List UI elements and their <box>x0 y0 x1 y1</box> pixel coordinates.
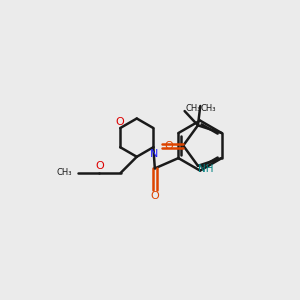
Text: NH: NH <box>198 164 214 174</box>
Text: O: O <box>151 191 159 201</box>
Text: CH₃: CH₃ <box>56 169 72 178</box>
Text: O: O <box>95 161 104 172</box>
Text: CH₃: CH₃ <box>201 104 216 113</box>
Text: N: N <box>149 149 158 159</box>
Text: CH₃: CH₃ <box>185 103 201 112</box>
Text: O: O <box>164 141 173 151</box>
Text: O: O <box>115 117 124 127</box>
